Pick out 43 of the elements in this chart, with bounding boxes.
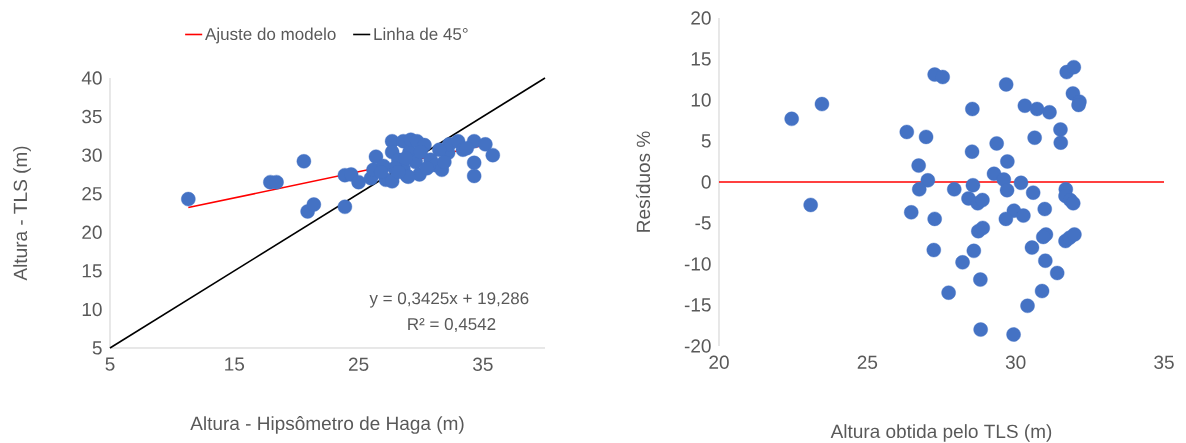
point — [485, 147, 500, 163]
y-tick-label: 20 — [691, 11, 711, 25]
x-tick-label: 30 — [1005, 355, 1026, 369]
y-tick-label: 0 — [701, 175, 711, 189]
x-axis-title: Altura obtida pelo TLS (m) — [830, 424, 1052, 442]
legend-label: Ajuste do modelo — [205, 27, 336, 44]
y-tick-label: -5 — [695, 216, 711, 230]
y-tick-label: 5 — [701, 134, 711, 148]
y-tick-label: 30 — [82, 148, 102, 162]
y-tick-label: -20 — [684, 339, 711, 353]
y-tick-label: 15 — [82, 264, 102, 278]
point — [351, 174, 366, 190]
y-tick-label: 10 — [82, 302, 102, 317]
point — [181, 191, 196, 207]
point — [306, 197, 322, 212]
y-tick-label: 35 — [82, 109, 102, 124]
point — [478, 137, 493, 152]
x-tick-label: 15 — [225, 357, 245, 371]
x-tick-label: 5 — [105, 357, 115, 371]
y-tick-label: 40 — [81, 71, 102, 85]
x-tick-label: 25 — [348, 357, 369, 371]
y-tick-label: -15 — [684, 298, 711, 312]
y-tick-label: -10 — [684, 257, 711, 271]
point — [437, 154, 452, 170]
y-axis-title: Altura - TLS (m) — [13, 146, 31, 281]
y-tick-label: 10 — [691, 93, 711, 107]
x-tick-label: 25 — [857, 355, 878, 369]
point — [337, 199, 353, 215]
point — [419, 161, 435, 176]
annotation: R² = 0,4542 — [408, 318, 496, 333]
x-axis-title: Altura - Hipsômetro de Haga (m) — [190, 416, 464, 434]
y-axis-title: Resíduos % — [635, 131, 651, 232]
y-tick-label: 15 — [691, 52, 711, 66]
point — [466, 155, 482, 171]
annotation: y = 0,3425x + 19,286 — [369, 292, 529, 308]
y-tick-label: 20 — [82, 225, 102, 239]
point — [296, 154, 312, 169]
y-tick-label: 25 — [82, 186, 102, 201]
y-tick-label: 5 — [92, 341, 102, 355]
x-tick-label: 35 — [1154, 355, 1174, 369]
legend-label: Linha de 45° — [374, 27, 468, 41]
x-tick-label: 35 — [473, 357, 493, 371]
point — [466, 168, 482, 184]
